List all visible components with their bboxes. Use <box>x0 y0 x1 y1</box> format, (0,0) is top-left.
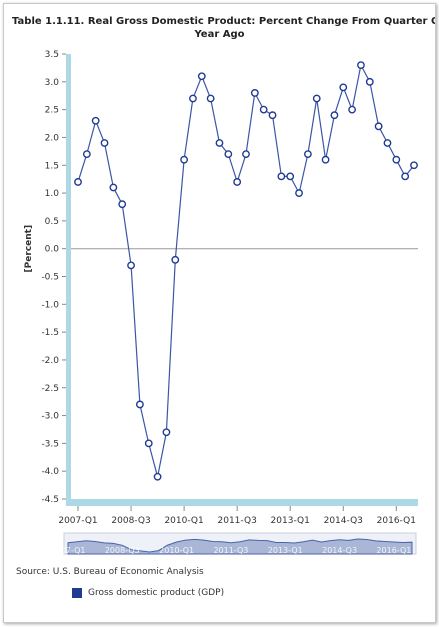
y-tick-label: -4.0 <box>41 467 59 477</box>
data-point <box>410 161 418 170</box>
data-point <box>401 172 410 181</box>
data-point <box>82 150 91 159</box>
x-tick-label: 2016-Q1 <box>377 516 416 526</box>
data-point <box>365 77 374 86</box>
source-note: Source: U.S. Bureau of Economic Analysis <box>16 567 204 577</box>
data-point <box>312 94 321 103</box>
data-point <box>74 178 82 186</box>
data-point <box>348 105 357 114</box>
data-point <box>383 139 392 147</box>
chart-frame: Table 1.1.11. Real Gross Domestic Produc… <box>3 3 436 623</box>
y-tick-label: -4.5 <box>41 495 59 505</box>
x-tick-label: 2010-Q1 <box>164 516 203 526</box>
navigator-tick-label: 2016-Q1 <box>376 546 411 555</box>
x-tick-label: 2007-Q1 <box>58 516 97 526</box>
data-point <box>286 172 295 181</box>
data-point <box>233 178 242 186</box>
data-point <box>330 111 339 120</box>
legend-label: Gross domestic product (GDP) <box>88 588 225 598</box>
data-point <box>303 150 312 159</box>
y-tick-label: -1.0 <box>41 300 59 310</box>
data-point <box>215 139 224 147</box>
navigator-tick-label: 2010-Q1 <box>159 546 194 555</box>
data-point <box>339 83 348 92</box>
data-point <box>295 189 303 197</box>
y-axis-label: [Percent] <box>24 225 34 273</box>
data-point <box>224 150 233 159</box>
y-tick-label: -3.0 <box>41 412 59 422</box>
data-point <box>259 105 268 114</box>
x-tick-label: 2013-Q1 <box>271 516 310 526</box>
navigator-tick-label: 2014-Q3 <box>322 546 357 555</box>
data-point <box>374 122 383 131</box>
data-point <box>118 200 127 209</box>
data-point <box>135 400 144 409</box>
y-tick-label: 3.5 <box>45 50 59 60</box>
y-tick-label: 1.5 <box>45 161 59 171</box>
y-tick-label: -2.5 <box>41 384 59 394</box>
data-point <box>91 116 100 125</box>
y-tick-label: 0.0 <box>45 245 60 255</box>
y-tick-label: -1.5 <box>41 328 59 338</box>
y-tick-label: -3.5 <box>41 439 59 449</box>
data-point <box>206 94 215 103</box>
data-point <box>392 155 401 164</box>
chart-title-line-1: Table 1.1.11. Real Gross Domestic Produc… <box>12 16 436 27</box>
data-point <box>144 439 153 448</box>
x-tick-label: 2011-Q3 <box>218 516 257 526</box>
series-line <box>77 63 415 477</box>
chart-title-line-2: Year Ago <box>194 29 245 40</box>
x-tick-label: 2014-Q3 <box>324 516 363 526</box>
data-point <box>109 183 118 192</box>
data-point <box>250 89 259 97</box>
legend[interactable]: Gross domestic product (GDP) <box>72 588 224 598</box>
y-tick-label: -2.0 <box>41 356 59 366</box>
x-tick-label: 2008-Q3 <box>111 516 150 526</box>
y-axis-bar <box>66 54 71 499</box>
navigator-tick-label: 2011-Q3 <box>213 546 248 555</box>
data-point <box>153 472 162 481</box>
data-point <box>127 261 135 270</box>
navigator-series <box>67 538 413 555</box>
y-tick-label: 2.5 <box>45 106 59 116</box>
data-point <box>321 155 330 164</box>
y-tick-label: -0.5 <box>41 273 59 283</box>
navigator-tick-label: 2007-Q1 <box>51 546 86 555</box>
data-point <box>171 255 180 264</box>
navigator-tick-label: 2013-Q1 <box>268 546 303 555</box>
data-point <box>277 172 286 181</box>
navigator-tick-label: 2008-Q3 <box>105 546 140 555</box>
y-tick-label: 3.0 <box>45 78 60 88</box>
y-tick-label: 1.0 <box>45 189 60 199</box>
x-axis-bar <box>66 499 418 506</box>
data-point <box>242 150 250 159</box>
data-point <box>189 94 197 103</box>
data-point <box>100 139 109 147</box>
y-tick-label: 2.0 <box>45 133 60 143</box>
chart-svg: 3.5 3.0 2.5 2.0 1.5 1.0 0.5 0.0 -0.5 -1.0 -1.5 -2.0… <box>24 50 418 555</box>
data-point <box>197 72 206 81</box>
data-point <box>268 111 277 120</box>
data-point <box>180 155 189 164</box>
legend-swatch <box>72 588 82 598</box>
y-tick-label: 0.5 <box>45 217 59 227</box>
data-point <box>162 428 171 437</box>
data-point <box>357 61 365 70</box>
